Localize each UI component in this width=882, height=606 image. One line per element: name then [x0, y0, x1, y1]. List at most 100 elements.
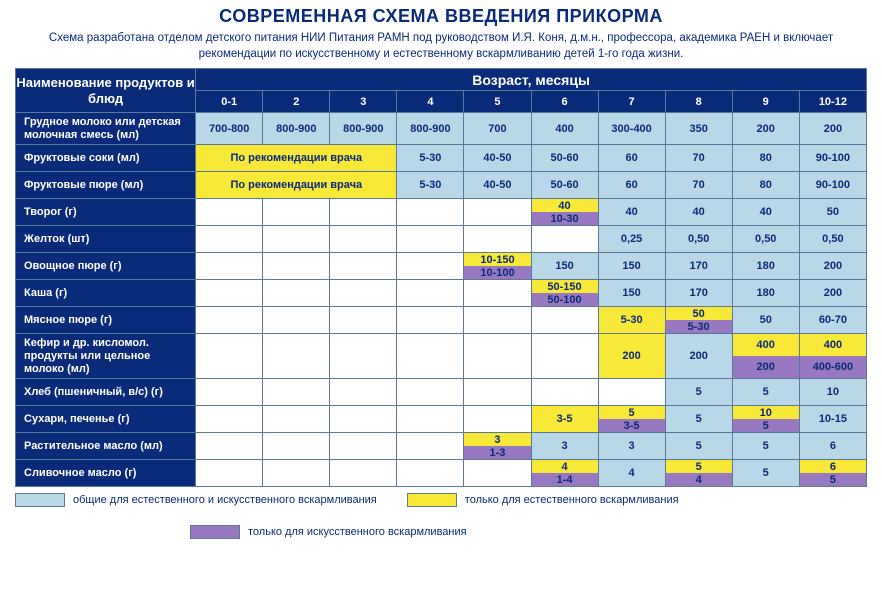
table-cell: 0,50	[799, 226, 866, 253]
table-cell: 10	[799, 379, 866, 406]
table-cell: 53-5	[598, 406, 665, 433]
table-cell: 90-100	[799, 172, 866, 199]
row-label: Хлеб (пшеничный, в/с) (г)	[16, 379, 196, 406]
table-cell	[196, 307, 263, 334]
swatch-yellow	[407, 493, 457, 507]
row-label: Мясное пюре (г)	[16, 307, 196, 334]
table-cell: 200	[598, 334, 665, 379]
age-header: 8	[665, 91, 732, 113]
table-cell: 54	[665, 460, 732, 487]
table-cell	[330, 307, 397, 334]
table-cell: 200	[665, 334, 732, 379]
row-label: Овощное пюре (г)	[16, 253, 196, 280]
table-cell: 40	[598, 199, 665, 226]
table-cell: 5	[732, 379, 799, 406]
table-cell: 105	[732, 406, 799, 433]
table-cell: 150	[598, 280, 665, 307]
table-row: Творог (г)4010-3040404050	[16, 199, 867, 226]
table-cell	[464, 406, 531, 433]
table-cell: 50	[732, 307, 799, 334]
table-cell: 700	[464, 113, 531, 145]
table-cell: 150	[531, 253, 598, 280]
table-cell	[330, 199, 397, 226]
table-cell	[397, 280, 464, 307]
table-cell	[263, 253, 330, 280]
table-cell	[531, 226, 598, 253]
legend-yellow: только для естественного вскармливания	[407, 493, 679, 507]
table-cell	[330, 460, 397, 487]
row-label: Грудное молоко или детская молочная смес…	[16, 113, 196, 145]
table-cell: 40	[732, 199, 799, 226]
table-cell: 200	[799, 113, 866, 145]
table-cell	[598, 379, 665, 406]
table-cell: 350	[665, 113, 732, 145]
table-header: Наименование продуктов и блюд Возраст, м…	[16, 69, 867, 113]
table-cell: 800-900	[330, 113, 397, 145]
table-cell	[397, 406, 464, 433]
row-label: Творог (г)	[16, 199, 196, 226]
page-subtitle: Схема разработана отделом детского питан…	[30, 31, 852, 62]
table-cell: По рекомендации врача	[196, 145, 397, 172]
age-super-header: Возраст, месяцы	[196, 69, 867, 91]
table-cell: 6	[799, 433, 866, 460]
table-cell: 0,50	[665, 226, 732, 253]
table-cell: 70	[665, 172, 732, 199]
age-header: 2	[263, 91, 330, 113]
table-cell: 4	[598, 460, 665, 487]
age-header: 6	[531, 91, 598, 113]
swatch-blue	[15, 493, 65, 507]
page-title: СОВРЕМЕННАЯ СХЕМА ВВЕДЕНИЯ ПРИКОРМА	[0, 6, 882, 27]
table-cell: 200	[799, 253, 866, 280]
table-cell	[464, 307, 531, 334]
table-cell	[196, 226, 263, 253]
table-cell: 170	[665, 280, 732, 307]
table-cell	[397, 379, 464, 406]
table-cell	[196, 406, 263, 433]
legend-purple-text: только для искусственного вскармливания	[248, 526, 467, 538]
table-cell: 50	[799, 199, 866, 226]
table-cell: 60	[598, 145, 665, 172]
table-cell: 400400-600	[799, 334, 866, 379]
table-cell	[263, 433, 330, 460]
table-cell: 800-900	[397, 113, 464, 145]
table-cell: 5	[665, 406, 732, 433]
table-cell: 80	[732, 145, 799, 172]
table-cell: 400	[531, 113, 598, 145]
table-row: Сливочное масло (г)41-4454565	[16, 460, 867, 487]
row-label: Растительное масло (мл)	[16, 433, 196, 460]
table-cell: 40	[665, 199, 732, 226]
table-cell	[196, 199, 263, 226]
table-cell: 70	[665, 145, 732, 172]
table-row: Сухари, печенье (г)3-553-5510510-15	[16, 406, 867, 433]
table-cell: 180	[732, 253, 799, 280]
table-cell: 180	[732, 280, 799, 307]
table-cell: 400200	[732, 334, 799, 379]
table-cell: 5	[665, 433, 732, 460]
age-header: 3	[330, 91, 397, 113]
table-cell: 10-15	[799, 406, 866, 433]
row-label: Каша (г)	[16, 280, 196, 307]
table-cell	[263, 226, 330, 253]
table-cell	[397, 199, 464, 226]
table-cell: 50-60	[531, 172, 598, 199]
table-cell	[397, 433, 464, 460]
table-cell	[330, 226, 397, 253]
table-cell	[464, 334, 531, 379]
legend-blue: общие для естественного и искусственного…	[15, 493, 377, 507]
table-cell	[531, 307, 598, 334]
table-cell: 0,25	[598, 226, 665, 253]
table-cell	[330, 334, 397, 379]
table-cell: 90-100	[799, 145, 866, 172]
feeding-table: Наименование продуктов и блюд Возраст, м…	[15, 68, 867, 487]
table-cell: 10-15010-100	[464, 253, 531, 280]
table-cell: 5	[732, 460, 799, 487]
row-label: Фруктовые пюре (мл)	[16, 172, 196, 199]
table-cell: 60	[598, 172, 665, 199]
table-cell: 5-30	[397, 145, 464, 172]
table-row: Желток (шт)0,250,500,500,50	[16, 226, 867, 253]
table-row: Овощное пюре (г)10-15010-100150150170180…	[16, 253, 867, 280]
legend-blue-text: общие для естественного и искусственного…	[73, 494, 377, 506]
table-cell	[531, 334, 598, 379]
age-header: 5	[464, 91, 531, 113]
table-cell	[464, 280, 531, 307]
